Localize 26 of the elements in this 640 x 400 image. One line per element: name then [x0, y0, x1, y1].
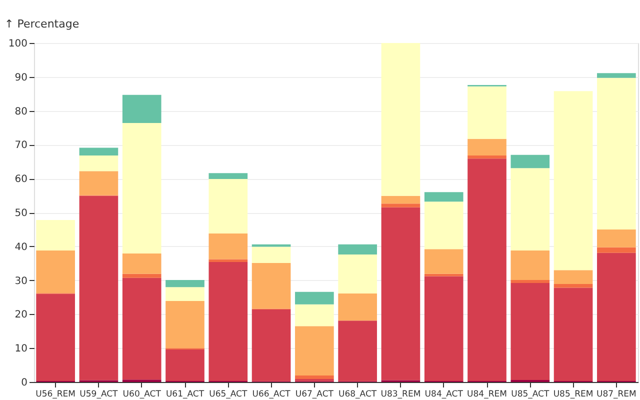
- x-tick-label: U67_ACT: [295, 390, 334, 400]
- x-tick-label: U61_ACT: [166, 390, 205, 400]
- x-tick-label: U60_ACT: [122, 390, 162, 400]
- y-tick-label: 60: [14, 174, 28, 186]
- y-tick-label: 0: [21, 378, 28, 388]
- x-tick-label: U68_ACT: [338, 390, 378, 400]
- y-tick-label: 10: [14, 344, 28, 355]
- x-tick-label: U87_REM: [596, 390, 636, 400]
- x-tick-label: U85_ACT: [511, 390, 550, 400]
- y-tick-label: 50: [14, 208, 28, 219]
- y-tick-label: 40: [14, 242, 28, 253]
- x-tick-label: U66_ACT: [252, 390, 292, 400]
- y-tick-label: 90: [14, 72, 28, 84]
- y-tick-label: 30: [14, 276, 28, 287]
- y-tick-label: 70: [14, 140, 28, 152]
- x-tick-label: U65_ACT: [209, 390, 248, 400]
- x-tick-label: U84_REM: [467, 390, 507, 400]
- x-tick-label: U56_REM: [36, 390, 76, 400]
- y-axis-title: ↑ Percentage: [4, 18, 80, 30]
- x-tick-label: U59_ACT: [80, 390, 119, 400]
- x-tick-label: U85_REM: [553, 390, 594, 400]
- x-tick-label: U83_REM: [380, 390, 421, 400]
- y-tick-label: 80: [14, 106, 28, 118]
- y-tick-label: 100: [8, 38, 28, 50]
- y-tick-label: 20: [14, 310, 28, 321]
- x-tick-label: U84_ACT: [424, 390, 464, 400]
